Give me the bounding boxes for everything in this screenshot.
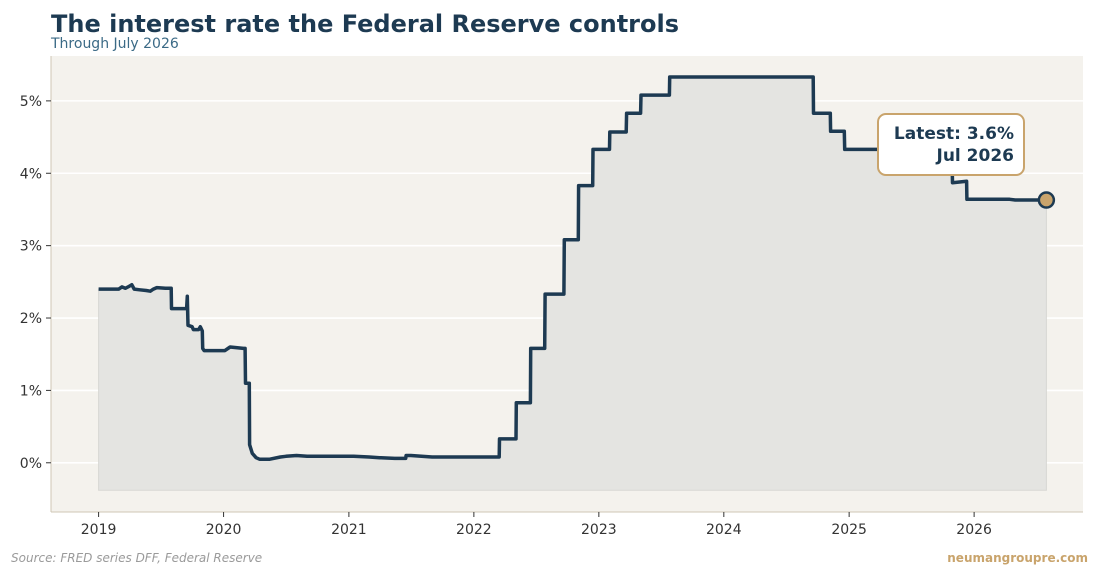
callout-date: Jul 2026 [936, 146, 1015, 166]
y-tick-label: 2% [20, 311, 42, 327]
y-tick-label: 0% [20, 456, 42, 472]
axes [50, 56, 1083, 513]
x-tick-label: 2022 [456, 522, 492, 538]
x-tick-label: 2026 [956, 522, 992, 538]
brand-link[interactable]: neumangroupre.com [947, 551, 1088, 565]
x-tick-label: 2021 [331, 522, 367, 538]
x-tick-label: 2025 [831, 522, 867, 538]
chart-title: The interest rate the Federal Reserve co… [51, 10, 680, 38]
latest-point-marker [1037, 191, 1056, 209]
tick-labels: 0% 1% 2% 3% 4% 5% 2019 2020 2021 2022 2023 2024 2025… [20, 94, 992, 538]
x-tick-label: 2020 [206, 522, 242, 538]
x-tick-label: 2019 [81, 522, 117, 538]
callout-box [877, 113, 1025, 176]
source-note: Source: FRED series DFF, Federal Reserve [11, 551, 263, 565]
latest-callout: Latest: 3.6% Jul 2026 [877, 113, 1025, 176]
callout-value: Latest: 3.6% [894, 124, 1014, 144]
y-tick-label: 4% [20, 166, 42, 182]
x-tick-label: 2024 [706, 522, 742, 538]
chart-subtitle: Through July 2026 [51, 36, 179, 52]
y-tick-label: 1% [20, 383, 42, 399]
series-line [98, 75, 1047, 461]
y-tick-label: 5% [20, 94, 42, 110]
x-tick-label: 2023 [581, 522, 617, 538]
y-tick-label: 3% [20, 239, 42, 255]
